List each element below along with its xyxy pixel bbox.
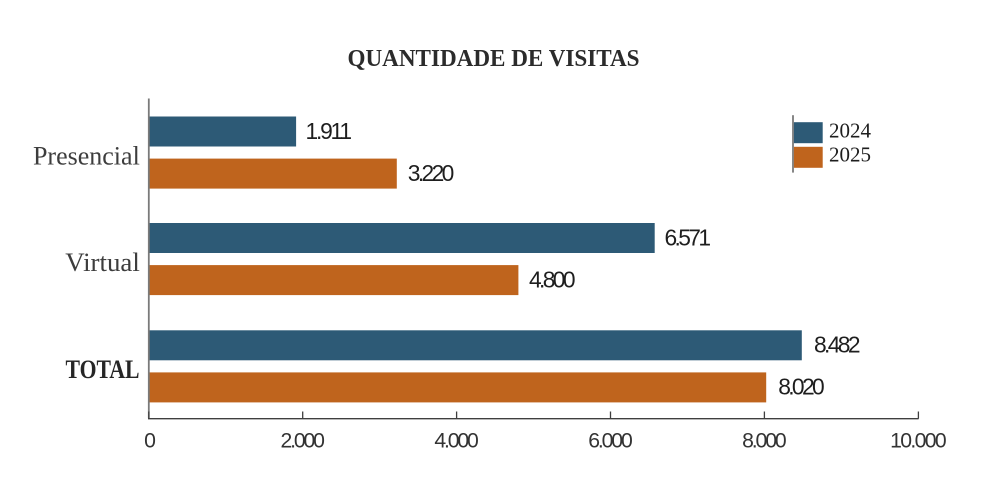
svg-text:2.000: 2.000	[280, 430, 325, 453]
svg-text:10.000: 10.000	[890, 430, 947, 453]
svg-text:3.220: 3.220	[408, 160, 455, 186]
svg-text:8.482: 8.482	[814, 332, 861, 358]
svg-text:8.020: 8.020	[778, 374, 825, 400]
svg-text:QUANTIDADE DE VISITAS: QUANTIDADE DE VISITAS	[348, 45, 640, 72]
svg-text:Virtual: Virtual	[65, 248, 140, 277]
svg-text:4.800: 4.800	[529, 266, 576, 292]
svg-text:2024: 2024	[829, 118, 872, 142]
svg-text:0: 0	[144, 430, 156, 453]
svg-text:Presencial: Presencial	[33, 141, 140, 170]
svg-text:1.911: 1.911	[306, 118, 353, 144]
svg-text:TOTAL: TOTAL	[66, 355, 140, 384]
svg-text:2025: 2025	[829, 143, 871, 167]
svg-text:8.000: 8.000	[742, 430, 787, 453]
svg-text:6.571: 6.571	[665, 224, 712, 250]
svg-text:4.000: 4.000	[434, 430, 479, 453]
svg-text:6.000: 6.000	[588, 430, 633, 453]
